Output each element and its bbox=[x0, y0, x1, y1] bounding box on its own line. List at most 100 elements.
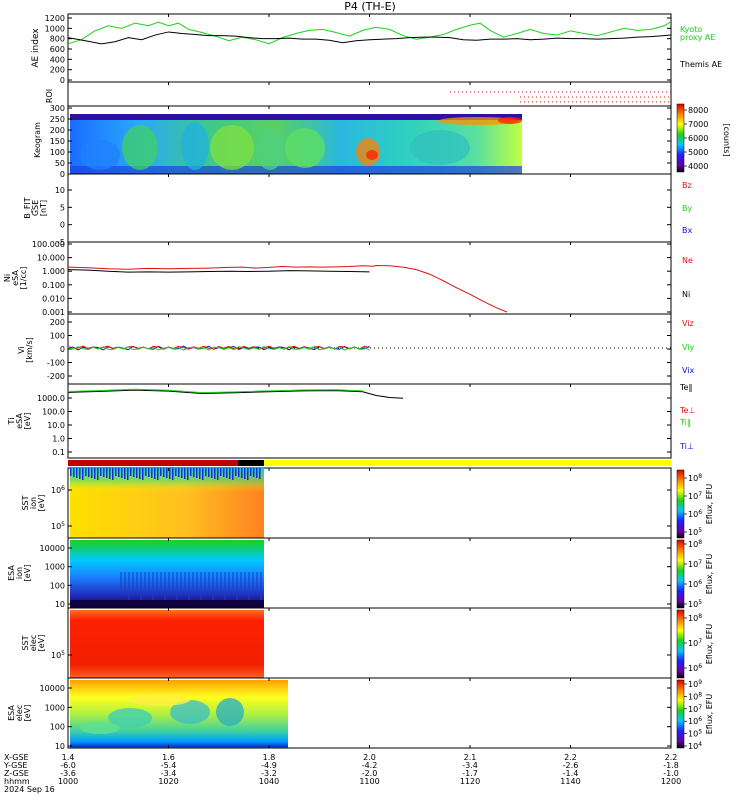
legend-proxy-ae: proxy AE bbox=[680, 33, 715, 42]
sst-ion-colorbar-ticks: 108 107 106 105 bbox=[684, 473, 702, 537]
legend-te-perp: Te⊥ bbox=[679, 406, 695, 415]
x-tick-label: 1.8 bbox=[263, 753, 276, 762]
x-axis-row-label: Y-GSE bbox=[3, 761, 27, 770]
x-tick-label: -3.6 bbox=[60, 769, 76, 778]
keogram-blob bbox=[498, 117, 522, 124]
colorbar-tick-label: 7000 bbox=[688, 120, 708, 129]
x-tick-label: -3.4 bbox=[161, 769, 177, 778]
keogram-colorbar bbox=[676, 103, 685, 173]
esa-ion-stripe bbox=[228, 572, 230, 592]
colorbar-tick-label: 105 bbox=[688, 599, 702, 609]
panel-sst-ion: SST ion [eV] 106 105 108 107 106 105 Eflux, … bbox=[21, 467, 714, 539]
ni-ylabel: Ni bbox=[3, 274, 12, 282]
sst-ion-stripe bbox=[100, 468, 102, 476]
panel-sst-elec: SST elec [eV] 105 108 107 106 Eflux, EFU bbox=[21, 607, 714, 679]
x-tick-label: 1040 bbox=[259, 777, 279, 786]
x-axis-row-label: Z-GSE bbox=[4, 769, 29, 778]
y-tick-label: 1000.0 bbox=[37, 394, 65, 403]
colorbar-tick-label: 6000 bbox=[688, 134, 708, 143]
colorbar-tick-label: 5000 bbox=[688, 148, 708, 157]
legend-themis-ae: Themis AE bbox=[679, 60, 722, 69]
esa-ion-stripe bbox=[120, 572, 122, 592]
y-tick-label: 200 bbox=[50, 318, 65, 327]
x-tick-label: -4.9 bbox=[261, 761, 277, 770]
sst-ion-stripe bbox=[169, 468, 171, 479]
sst-ion-stripe bbox=[151, 468, 153, 478]
sst-ion-y-ticks: 106 105 bbox=[51, 485, 671, 531]
esa-ion-stripe bbox=[156, 572, 158, 592]
x-tick-label: 1.4 bbox=[62, 753, 75, 762]
esa-elec-ylabel2: elec bbox=[15, 705, 24, 721]
y-tick-label: 1000 bbox=[45, 703, 65, 712]
esa-ion-stripe bbox=[216, 572, 218, 592]
esa-ion-stripe bbox=[256, 572, 258, 596]
panel-esa-ion: ESA ion [eV] 10000 1000 100 10 108 107 106 105… bbox=[7, 537, 714, 609]
x-tick-label: -4.2 bbox=[362, 761, 378, 770]
panel-ni: 100.000 10.000 1.000 0.100 0.010 0.001 Ni eSA… bbox=[3, 240, 693, 317]
y-tick-label: 0.010 bbox=[42, 294, 65, 303]
y-tick-label: 1000 bbox=[45, 24, 65, 33]
sst-elec-colorbar-label: Eflux, EFU bbox=[705, 624, 714, 665]
ti-series-line bbox=[67, 389, 404, 399]
sst-ion-stripe bbox=[148, 468, 150, 477]
sst-ion-stripe bbox=[118, 468, 120, 477]
x-tick-label: -5.4 bbox=[161, 761, 177, 770]
sst-ion-ylabel: SST bbox=[21, 495, 30, 510]
sst-ion-stripe bbox=[145, 468, 147, 476]
sst-ion-stripe bbox=[127, 468, 129, 480]
esa-ion-stripe bbox=[260, 572, 262, 600]
y-tick-label: 0.100 bbox=[42, 281, 65, 290]
sst-ion-stripe bbox=[103, 468, 105, 477]
sst-ion-stripe bbox=[106, 468, 108, 478]
panel-bfit: 10 5 0 -5 B_FIT GSE [nT] Bz By Bx bbox=[23, 173, 692, 247]
sst-elec-ylabel2: elec bbox=[29, 635, 38, 651]
sst-ion-stripe bbox=[85, 468, 87, 476]
esa-ion-stripes bbox=[70, 572, 264, 608]
legend-kyoto: Kyoto bbox=[680, 25, 702, 34]
bfit-unit: [nT] bbox=[39, 200, 48, 216]
y-tick-label: 105 bbox=[51, 521, 65, 531]
sst-ion-stripe bbox=[187, 468, 189, 480]
ni-ylabel2: eSA bbox=[11, 270, 20, 286]
x-tick-label: -1.4 bbox=[563, 769, 579, 778]
ae-series-line bbox=[67, 31, 672, 45]
y-tick-label: 10 bbox=[55, 600, 65, 609]
sst-ion-stripe bbox=[205, 468, 207, 476]
y-tick-label: 300 bbox=[50, 104, 65, 113]
x-axis-row-label: X-GSE bbox=[4, 753, 29, 762]
sst-ion-stripe bbox=[82, 468, 84, 480]
bfit-ylabel2: GSE bbox=[31, 200, 40, 216]
sst-ion-stripe bbox=[163, 468, 165, 477]
sst-ion-stripe bbox=[202, 468, 204, 480]
legend-ne: Ne bbox=[682, 256, 693, 265]
panel-keogram: 300 250 200 150 100 50 0 Keogram 8000 7000 6000 5… bbox=[33, 103, 731, 179]
esa-ion-colorbar-label: Eflux, EFU bbox=[705, 554, 714, 595]
y-tick-label: 10 bbox=[55, 186, 65, 195]
sst-ion-stripe bbox=[229, 468, 231, 479]
sst-ion-stripe bbox=[160, 468, 162, 476]
keogram-features bbox=[80, 117, 522, 170]
y-tick-label: 150 bbox=[50, 137, 65, 146]
y-tick-label: -5 bbox=[57, 238, 65, 247]
ae-series-line bbox=[67, 21, 672, 45]
ni-series-line bbox=[67, 265, 508, 313]
esa-ion-stripe bbox=[140, 572, 142, 600]
sst-ion-stripe bbox=[130, 468, 132, 476]
esa-ion-stripe bbox=[204, 572, 206, 592]
x-tick-label: 1100 bbox=[359, 777, 379, 786]
ti-unit: [eV] bbox=[23, 413, 32, 430]
colorbar-tick-label: 107 bbox=[688, 638, 702, 648]
x-tick-label: 1200 bbox=[661, 777, 681, 786]
y-tick-label: 600 bbox=[50, 45, 65, 54]
esa-ion-stripe bbox=[160, 572, 162, 596]
colorbar-tick-label: 108 bbox=[688, 539, 702, 549]
sst-ion-stripe bbox=[223, 468, 225, 477]
esa-ion-stripe bbox=[196, 572, 198, 596]
esa-ion-stripe bbox=[124, 572, 126, 596]
sst-ion-stripe bbox=[112, 468, 114, 480]
esa-ion-stripe bbox=[128, 572, 130, 600]
x-tick-label: 1140 bbox=[560, 777, 580, 786]
sst-ion-stripe bbox=[70, 468, 72, 476]
keogram-blob bbox=[366, 150, 378, 160]
